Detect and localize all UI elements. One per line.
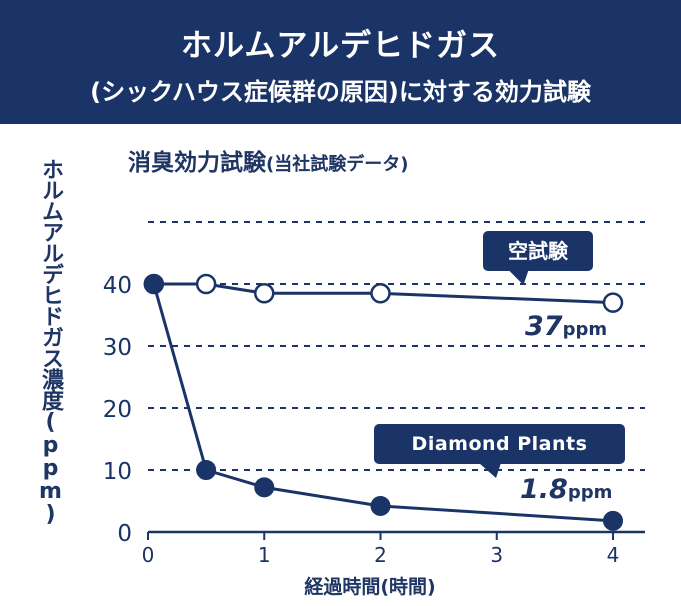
data-point: [254, 477, 275, 498]
data-point: [254, 283, 275, 304]
y-tick-label: 10: [103, 459, 132, 485]
data-point: [370, 283, 391, 304]
banner-subtitle: (シックハウス症候群の原因)に対する効力試験: [90, 78, 591, 106]
header-banner: ホルムアルデヒドガス (シックハウス症候群の原因)に対する効力試験: [0, 0, 681, 124]
x-tick-label: 0: [142, 543, 155, 567]
y-tick-label: 40: [103, 273, 132, 299]
data-point: [195, 273, 217, 295]
x-tick-label: 2: [374, 543, 387, 567]
y-axis-label-text: ホルムアルデヒドガス濃度: [38, 158, 63, 410]
data-point: [370, 495, 391, 516]
chart-title-main: 消臭効力試験: [128, 150, 266, 176]
y-axis-label-unit: (ppm): [38, 410, 63, 525]
y-tick-label: 0: [117, 521, 132, 547]
data-point: [603, 510, 623, 531]
blank-test-callout: 空試験: [483, 231, 593, 271]
y-tick-label: 30: [103, 335, 132, 361]
banner-title: ホルムアルデヒドガス: [180, 28, 501, 64]
blank-test-end-number: 37: [525, 311, 563, 342]
diamond-plants-end-value: 1.8ppm: [520, 474, 612, 505]
blank-test-end-value: 37ppm: [525, 311, 607, 342]
data-point: [143, 274, 164, 294]
y-axis-label: ホルムアルデヒドガス濃度(ppm): [33, 158, 67, 525]
x-axis-label: 経過時間(時間): [304, 576, 436, 598]
data-point: [196, 460, 217, 480]
diamond-plants-callout: Diamond Plants: [374, 424, 625, 464]
chart-title-sub: (当社試験データ): [266, 154, 409, 175]
chart-title: 消臭効力試験(当社試験データ): [128, 143, 408, 177]
x-tick-label: 4: [607, 543, 620, 567]
diamond-plants-end-number: 1.8: [520, 474, 568, 505]
diamond-plants-end-unit: ppm: [567, 482, 613, 503]
blank-test-end-unit: ppm: [562, 319, 608, 340]
data-point: [602, 292, 624, 313]
y-tick-label: 20: [103, 397, 132, 423]
x-tick-label: 3: [490, 543, 503, 567]
x-tick-label: 1: [258, 543, 271, 567]
